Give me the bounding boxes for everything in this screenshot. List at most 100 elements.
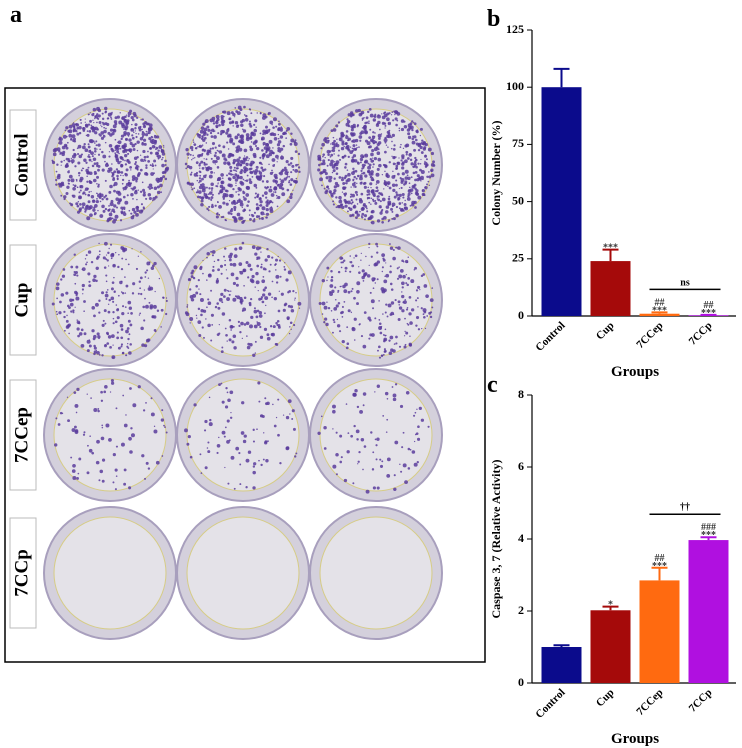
- colony: [210, 196, 214, 199]
- colony: [388, 129, 391, 132]
- colony: [262, 144, 265, 146]
- colony: [79, 203, 82, 206]
- colony: [112, 452, 116, 457]
- colony: [373, 262, 378, 267]
- colony: [224, 405, 229, 409]
- colony: [262, 133, 265, 136]
- colony: [256, 264, 260, 268]
- colony: [323, 305, 328, 310]
- colony: [388, 195, 391, 198]
- colony: [132, 148, 136, 151]
- colony: [62, 268, 66, 271]
- colony: [232, 173, 234, 176]
- colony: [80, 328, 84, 332]
- colony: [238, 163, 243, 167]
- colony: [392, 162, 396, 166]
- colony: [111, 174, 114, 178]
- colony: [84, 193, 87, 196]
- panel-label: b: [487, 6, 500, 32]
- colony: [367, 165, 372, 170]
- colony: [260, 138, 264, 141]
- colony: [267, 254, 271, 259]
- colony: [148, 123, 153, 128]
- colony: [349, 261, 351, 263]
- colony: [379, 458, 382, 461]
- significance-label: ##: [655, 297, 665, 308]
- colony: [264, 191, 268, 195]
- colony: [148, 183, 153, 188]
- colony: [375, 172, 380, 177]
- colony: [286, 199, 291, 204]
- colony: [222, 130, 226, 134]
- colony: [331, 289, 335, 294]
- colony: [221, 312, 226, 316]
- colony: [203, 174, 207, 179]
- colony: [234, 247, 238, 251]
- colony: [199, 298, 204, 302]
- colony: [76, 327, 80, 331]
- colony: [78, 174, 80, 177]
- colony: [78, 457, 82, 461]
- colony: [394, 113, 396, 116]
- colony: [129, 182, 133, 185]
- colony: [381, 113, 383, 115]
- colony: [340, 146, 345, 151]
- colony: [224, 218, 227, 221]
- colony: [126, 132, 131, 136]
- colony: [125, 114, 128, 116]
- colony: [347, 178, 351, 182]
- colony: [240, 321, 244, 326]
- colony: [83, 300, 86, 303]
- colony: [290, 156, 294, 160]
- colony: [282, 144, 286, 148]
- colony: [118, 254, 120, 256]
- colony: [80, 122, 82, 124]
- colony: [422, 313, 425, 316]
- colony: [135, 267, 139, 270]
- colony: [369, 113, 374, 118]
- colony: [398, 266, 400, 268]
- colony: [332, 169, 336, 173]
- colony: [187, 278, 192, 282]
- colony: [374, 132, 376, 134]
- colony: [322, 155, 324, 158]
- colony: [265, 402, 268, 406]
- colony: [245, 114, 248, 118]
- colony: [140, 203, 143, 206]
- colony: [142, 409, 146, 412]
- colony: [94, 302, 99, 307]
- colony: [380, 133, 383, 135]
- colony: [246, 335, 248, 337]
- colony: [351, 264, 355, 268]
- colony: [279, 135, 284, 139]
- colony: [114, 320, 118, 324]
- colony: [137, 255, 140, 257]
- colony: [101, 323, 105, 327]
- colony: [389, 270, 392, 274]
- colony: [76, 186, 78, 188]
- colony: [145, 461, 149, 465]
- colony: [218, 297, 223, 302]
- colony: [341, 257, 344, 260]
- colony: [341, 305, 344, 308]
- y-tick-label: 0: [518, 308, 524, 322]
- colony: [378, 345, 381, 349]
- colony: [218, 204, 222, 209]
- colony: [111, 217, 114, 220]
- colony: [116, 336, 120, 340]
- colony: [282, 414, 285, 416]
- colony: [114, 214, 119, 219]
- colony: [77, 321, 81, 325]
- colony: [216, 451, 219, 455]
- colony: [423, 310, 427, 314]
- colony: [228, 258, 232, 262]
- colony: [236, 158, 240, 163]
- x-tick-label: 7CCep: [634, 320, 665, 351]
- colony: [370, 299, 375, 304]
- plate-inner: [186, 516, 300, 630]
- colony: [409, 335, 411, 337]
- colony: [216, 118, 220, 122]
- colony: [104, 179, 107, 182]
- colony: [217, 192, 220, 195]
- colony: [211, 191, 213, 193]
